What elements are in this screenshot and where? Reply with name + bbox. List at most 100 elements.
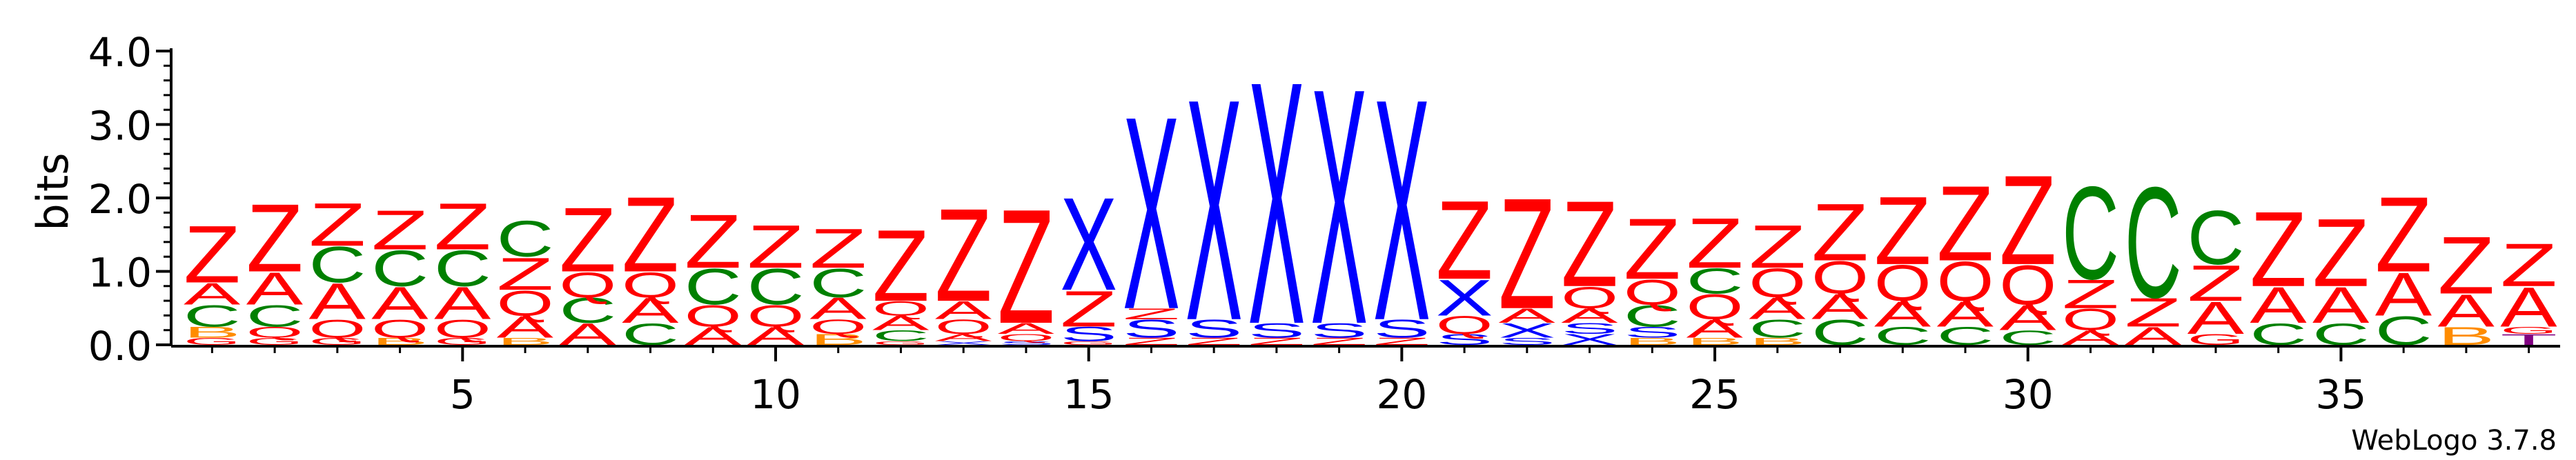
logo-letter-Z: Z (1874, 177, 1931, 286)
logo-letter-C: C (2187, 195, 2245, 281)
logo-letter-Q: Q (1749, 261, 1806, 306)
logo-letter-A: A (872, 312, 930, 334)
logo-letter-X: X (1310, 19, 1368, 394)
logo-letter-X: X (1186, 34, 1243, 387)
logo-letter-A: A (2438, 286, 2495, 337)
logo-letter-Q: Q (559, 265, 616, 305)
logo-letter-Z: Z (371, 199, 429, 261)
logo-letter-Z: Z (184, 208, 241, 299)
logo-stack-pos-35: CAZ (2312, 199, 2370, 352)
logo-letter-Z: Z (935, 181, 992, 330)
logo-letter-G: G (872, 340, 930, 346)
y-tick-label: 0.0 (88, 323, 152, 370)
logo-letter-Z: Z (497, 248, 554, 300)
logo-letter-Q: Q (1937, 250, 1994, 313)
logo-letter-Z: Z (2375, 174, 2432, 294)
x-axis: 5 10 15 20 25 30 35 (171, 345, 2560, 418)
logo-letter-A: A (809, 292, 867, 326)
logo-letter-S: S (1060, 323, 1117, 346)
x-tick-label: 10 (750, 371, 801, 418)
logo-letter-Z: Z (809, 217, 867, 280)
logo-stack-pos-17: ZSX (1186, 34, 1243, 387)
logo-letter-Z: Z (1624, 201, 1681, 297)
logo-letter-Z: Z (2500, 231, 2557, 299)
logo-letter-Z: Z (2125, 290, 2182, 335)
logo-letter-Z: Z (872, 210, 930, 323)
logo-letter-Q: Q (747, 299, 805, 334)
logo-letter-Z: Z (1999, 149, 2056, 292)
logo-letter-Z: Z (1498, 166, 1555, 342)
logo-letter-Z: Z (559, 189, 616, 292)
logo-letter-A: A (371, 278, 428, 329)
logo-letter-Z: Z (2250, 189, 2307, 309)
y-tick-label: 2.0 (88, 176, 152, 223)
logo-letter-Z: Z (1749, 212, 1806, 281)
logo-letter-Q: Q (685, 299, 742, 334)
logo-letter-A: A (935, 296, 992, 324)
logo-letter-A: A (1749, 292, 1806, 326)
logo-letter-B: B (184, 323, 241, 341)
logo-letter-Z: Z (1436, 177, 1493, 303)
logo-letter-C: C (685, 259, 742, 315)
x-tick-label: 25 (1689, 371, 1740, 418)
x-tick-label: 30 (2003, 371, 2054, 418)
logo-stacks: GBCAZGQCAZGQACZBQACZGQACZBAQZCACQZCAQZAQ… (184, 8, 2557, 397)
logo-letter-Z: Z (1123, 336, 1180, 347)
logo-letter-S: S (1123, 314, 1180, 343)
logo-letter-A: A (1937, 294, 1994, 334)
logo-letter-Z: Z (1687, 203, 1744, 283)
logo-letter-Q: Q (434, 314, 491, 343)
x-tick-label: 35 (2316, 371, 2367, 418)
logo-letter-C: C (308, 237, 366, 294)
logo-letter-A: A (2375, 260, 2432, 328)
logo-letter-S: S (1624, 323, 1681, 341)
logo-letter-Q: Q (1811, 252, 1869, 303)
logo-letter-C: C (371, 241, 429, 297)
logo-stack-pos-32: AZC (2125, 155, 2182, 351)
logo-letter-Z: Z (685, 199, 742, 285)
logo-letter-Z: Z (622, 174, 679, 294)
logo-letter-A: A (2500, 276, 2557, 339)
logo-letter-A: A (1561, 305, 1618, 328)
logo-letter-Q: Q (308, 314, 366, 343)
logo-letter-Z: Z (1373, 336, 1430, 347)
logo-letter-Q: Q (872, 297, 930, 319)
logo-letter-S: S (1186, 314, 1243, 343)
x-tick-label: 5 (450, 371, 475, 418)
logo-letter-A: A (1498, 305, 1555, 328)
logo-letter-Z: Z (1811, 187, 1869, 278)
logo-letter-Z: Z (2187, 255, 2245, 312)
logo-letter-Q: Q (1436, 311, 1493, 339)
logo-letter-A: A (184, 277, 241, 311)
logo-letter-A: A (1999, 298, 2056, 338)
logo-letter-Z: Z (1248, 336, 1306, 347)
logo-letter-G: G (1060, 340, 1117, 346)
logo-letter-S: S (998, 340, 1055, 346)
logo-letter-Z: Z (1186, 336, 1243, 347)
logo-stack-pos-18: ZSX (1248, 8, 1306, 397)
x-tick-label: 15 (1063, 371, 1114, 418)
logo-letter-Q: Q (246, 323, 304, 341)
logo-letter-Q: Q (1999, 254, 2056, 317)
logo-letter-Z: Z (308, 190, 366, 259)
y-axis-label: bits (28, 152, 78, 230)
logo-letter-S: S (1310, 319, 1368, 342)
logo-letter-Q: Q (998, 332, 1055, 343)
logo-letter-Z: Z (1561, 176, 1618, 312)
